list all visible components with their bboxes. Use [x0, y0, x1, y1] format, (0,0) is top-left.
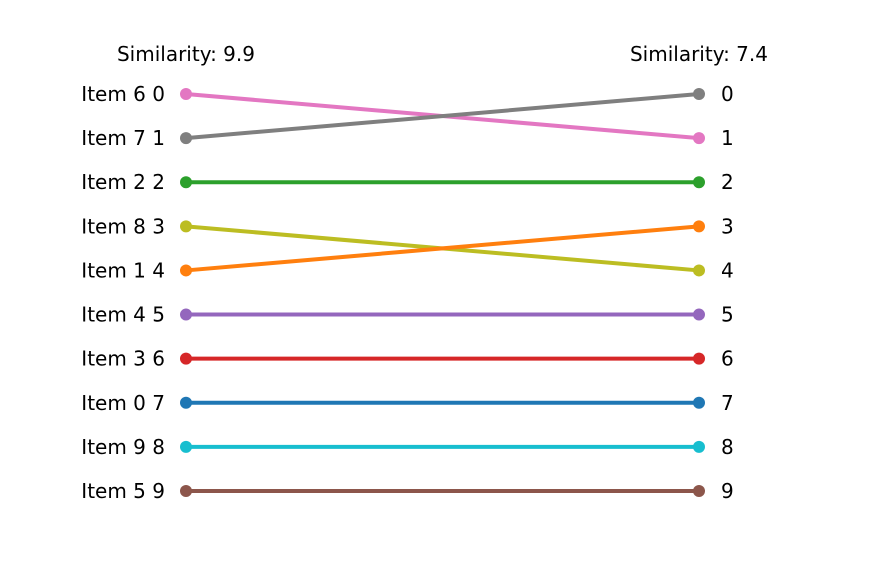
series-point-right [693, 440, 705, 453]
series-point-right [693, 485, 705, 497]
left-rank-label: Item 1 4 [81, 258, 165, 282]
left-rank-label: Item 3 6 [81, 347, 165, 371]
left-rank-label: Item 6 0 [81, 82, 165, 106]
series-point-right [693, 220, 705, 233]
series-line [184, 224, 701, 273]
series-point-right [693, 132, 705, 145]
series-point-right [693, 396, 705, 409]
left-rank-label: Item 7 1 [81, 126, 165, 150]
series-point-left [180, 308, 192, 321]
right-rank-label: 6 [721, 347, 734, 371]
right-rank-label: 9 [721, 479, 734, 503]
left-rank-label: Item 8 3 [81, 214, 165, 238]
series-point-left [180, 440, 192, 453]
series-point-right [693, 308, 705, 321]
series-line [184, 92, 701, 141]
right-labels: 0 1 2 3 4 5 6 7 8 9 [721, 82, 734, 503]
right-rank-label: 0 [721, 82, 734, 106]
series-point-right [693, 264, 705, 277]
series-point-left [180, 220, 192, 233]
right-rank-label: 5 [721, 303, 734, 327]
left-labels: Item 6 0 Item 7 1 Item 2 2 Item 8 3 Item 1 4… [81, 82, 165, 503]
left-rank-label: Item 5 9 [81, 479, 165, 503]
series-point-left [180, 396, 192, 409]
left-rank-label: Item 0 7 [81, 391, 165, 415]
right-rank-label: 4 [721, 258, 734, 282]
right-rank-label: 8 [721, 435, 734, 459]
series-lines [184, 92, 701, 493]
left-rank-label: Item 9 8 [81, 435, 165, 459]
series-point-right [693, 176, 705, 189]
series-point-left [180, 264, 192, 277]
series-point-left [180, 88, 192, 100]
series-points [180, 88, 705, 497]
left-rank-label: Item 2 2 [81, 170, 165, 194]
series-point-left [180, 485, 192, 497]
right-rank-label: 3 [721, 214, 734, 238]
right-axis-title: Similarity: 7.4 [630, 42, 768, 66]
right-rank-label: 7 [721, 391, 734, 415]
series-point-right [693, 352, 705, 365]
series-point-left [180, 132, 192, 145]
series-point-left [180, 176, 192, 189]
left-rank-label: Item 4 5 [81, 303, 165, 327]
right-rank-label: 2 [721, 170, 734, 194]
right-rank-label: 1 [721, 126, 734, 150]
series-point-left [180, 352, 192, 365]
left-axis-title: Similarity: 9.9 [117, 42, 255, 66]
series-point-right [693, 88, 705, 100]
